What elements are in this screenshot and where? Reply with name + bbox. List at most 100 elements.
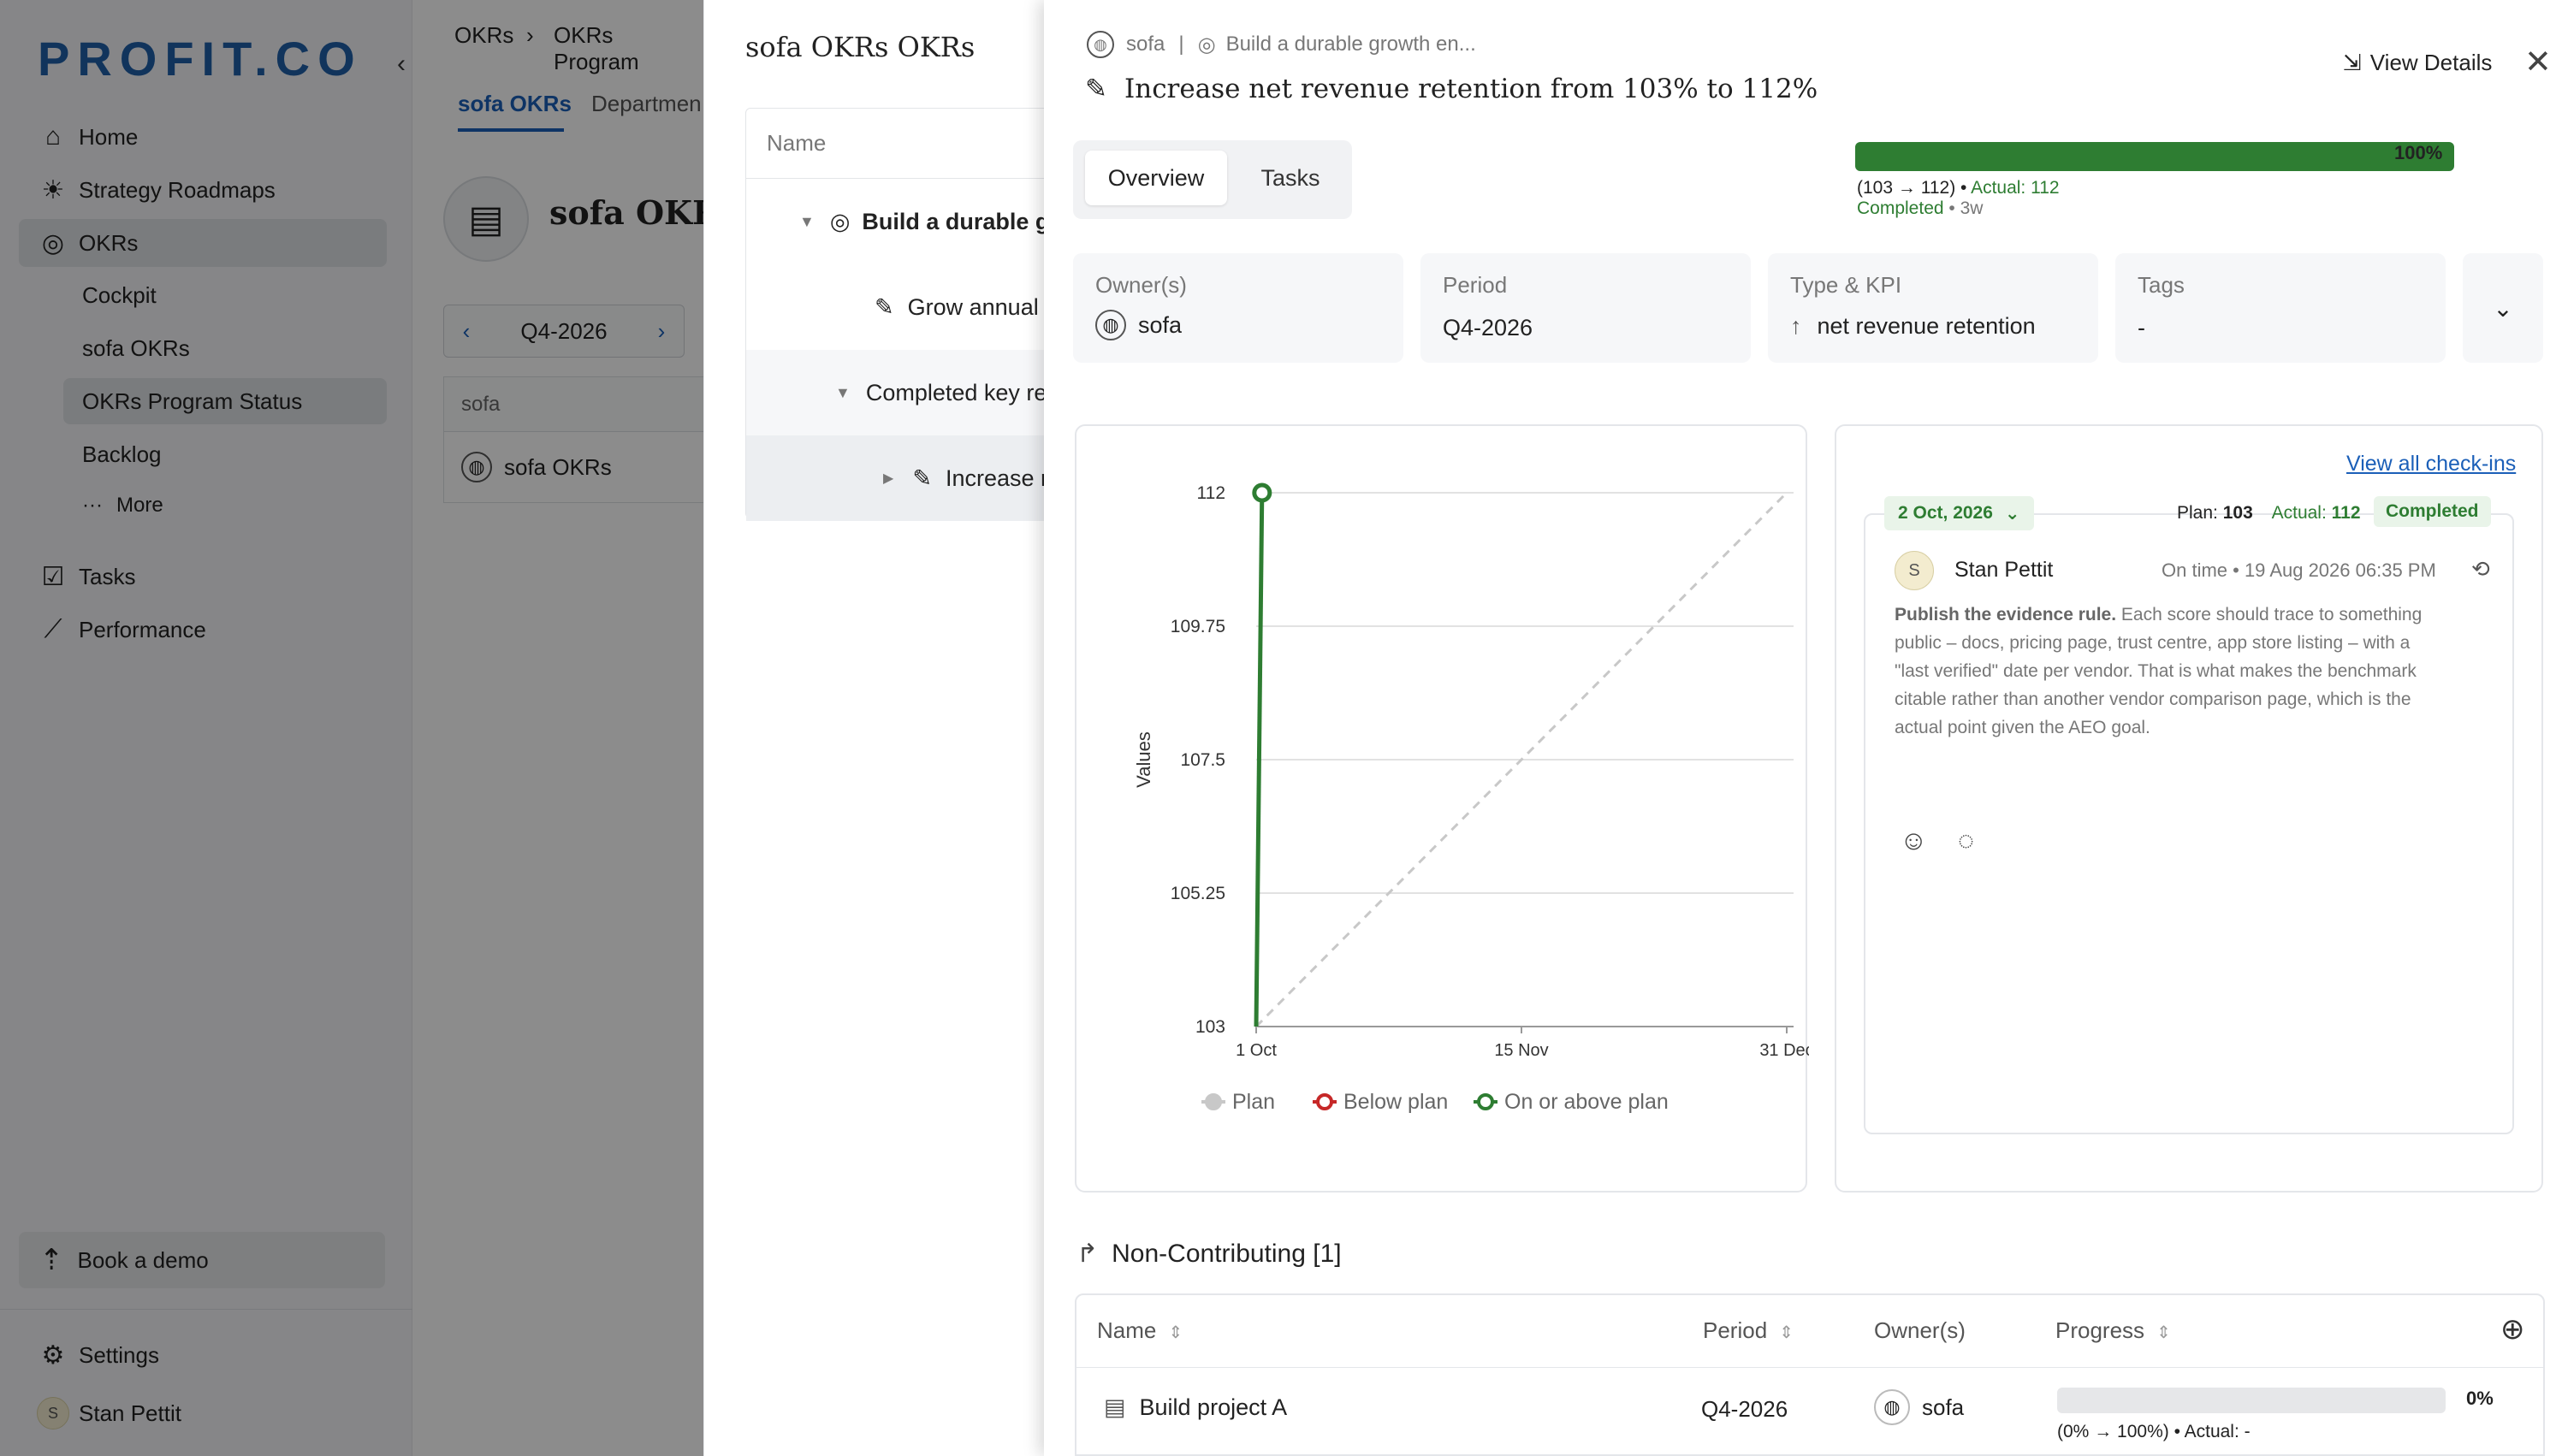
legend-plan-marker: [1205, 1093, 1222, 1110]
progress-fill: [1855, 142, 2454, 171]
progress-status-line: Completed • 3w: [1857, 198, 1984, 218]
sidebar-item-label: Tasks: [79, 563, 136, 589]
breadcrumb-program[interactable]: OKRs Program: [554, 22, 639, 74]
sidebar-sub-label: Backlog: [82, 441, 162, 467]
y-axis-label: Values: [1133, 731, 1154, 788]
sidebar-item-performance[interactable]: ⟋ Performance: [19, 606, 387, 654]
comment-icon[interactable]: ◌: [1958, 825, 1975, 855]
owner-name: sofa: [1138, 311, 1183, 338]
sort-icon: ⇕: [1779, 1323, 1794, 1342]
tree-row-group[interactable]: ▼ Completed key re: [746, 350, 1088, 435]
globe-icon: ◍: [1087, 31, 1114, 58]
plan-value: 103: [2222, 503, 2253, 523]
row-owner: ◍ sofa: [1874, 1389, 1964, 1425]
tab-sofa-okrs[interactable]: sofa OKRs: [458, 91, 572, 116]
close-icon[interactable]: ✕: [2524, 44, 2552, 80]
tab-departments[interactable]: Departmen: [591, 91, 702, 116]
sidebar-item-strategy-roadmaps[interactable]: ☀ Strategy Roadmaps: [19, 166, 387, 214]
tab-overview[interactable]: Overview: [1085, 151, 1227, 205]
sort-icon: ⇕: [2156, 1323, 2171, 1342]
breadcrumb-okrs[interactable]: OKRs: [454, 22, 514, 48]
caret-right-icon[interactable]: ▶: [883, 471, 894, 486]
user-name: Stan Pettit: [79, 1400, 181, 1426]
add-circle-icon[interactable]: ⊕: [2500, 1313, 2525, 1346]
sidebar-sub-okrs-program-status[interactable]: OKRs Program Status: [63, 378, 387, 424]
progress-age: 3w: [1960, 198, 1984, 218]
caret-down-icon[interactable]: ▼: [835, 383, 851, 401]
performance-icon: ⟋: [44, 615, 62, 643]
more-dots-icon: ···: [82, 494, 103, 517]
bulb-icon: ☀: [41, 175, 65, 204]
actual-point: [1252, 482, 1272, 503]
tree-row-label: Grow annual: [907, 293, 1039, 320]
col-progress[interactable]: Progress ⇕: [2055, 1317, 2171, 1344]
add-reaction-icon[interactable]: ☺: [1900, 825, 1928, 855]
tags-value: -: [2138, 315, 2145, 340]
non-contributing-title: Non-Contributing [1]: [1112, 1239, 1342, 1268]
view-details-button[interactable]: ⇲ View Details: [2343, 50, 2492, 76]
tab-tasks[interactable]: Tasks: [1260, 164, 1320, 191]
project-icon: ▤: [1104, 1394, 1126, 1420]
progress-percent: 100%: [2394, 142, 2443, 163]
book-demo-label: Book a demo: [77, 1246, 209, 1273]
sidebar-item-home[interactable]: ⌂ Home: [19, 113, 387, 161]
owner-row[interactable]: ◍ sofa OKRs: [443, 431, 717, 503]
target-icon: ◎: [829, 208, 851, 234]
arrow-up-icon: ↑: [1790, 313, 1802, 339]
col-progress-label: Progress: [2055, 1317, 2145, 1343]
sidebar-sub-sofa-okrs[interactable]: sofa OKRs: [63, 325, 387, 371]
book-demo-button[interactable]: ⇡ Book a demo: [19, 1232, 385, 1288]
caret-down-icon[interactable]: ▼: [799, 212, 815, 230]
status-badge: Completed: [2374, 496, 2491, 527]
row-range-from: 0%: [2063, 1422, 2090, 1441]
table-header: Name: [746, 109, 1088, 179]
tree-row-selected[interactable]: ▶ ✎ Increase net: [746, 435, 1088, 521]
tree-row-kr[interactable]: ✎ Grow annual: [746, 264, 1088, 350]
note-line: actual point given the AEO goal.: [1895, 718, 2150, 737]
view-all-checkins-link[interactable]: View all check-ins: [2346, 452, 2517, 476]
actual-value: 112: [2331, 503, 2361, 523]
drawer-title-text: Increase net revenue retention from 103%…: [1124, 74, 1818, 104]
note-line: Each score should trace to something: [2120, 605, 2423, 624]
row-range-to: 100%: [2117, 1422, 2163, 1441]
x-tick-label: 31 Dec: [1759, 1041, 1809, 1060]
checkin-card: [1864, 513, 2514, 1134]
expand-cards-icon[interactable]: ⌄: [2463, 253, 2543, 363]
sidebar-sub-cockpit[interactable]: Cockpit: [63, 272, 387, 318]
sidebar-sub-label: More: [116, 494, 163, 517]
sidebar-item-settings[interactable]: ⚙ Settings: [19, 1331, 387, 1379]
avatar: S: [1895, 551, 1934, 590]
col-name[interactable]: Name ⇕: [1097, 1317, 1183, 1344]
globe-icon: ◍: [461, 452, 492, 482]
owners-value[interactable]: ◍ sofa: [1095, 310, 1182, 340]
x-tick-label: 15 Nov: [1494, 1041, 1548, 1060]
plan-line: [1254, 491, 1788, 1028]
progress-chart: 103 105.25 107.5 109.75 112 1 Oct 15 Nov 31 Dec…: [1133, 482, 1814, 1114]
breadcrumb-objective[interactable]: Build a durable growth en...: [1225, 33, 1476, 56]
sidebar-user[interactable]: S Stan Pettit: [19, 1389, 387, 1437]
non-contributing-heading: ↱ Non-Contributing [1]: [1076, 1239, 1342, 1269]
sidebar-sub-backlog[interactable]: Backlog: [63, 431, 387, 477]
sidebar-item-okrs[interactable]: ◎ OKRs: [19, 219, 387, 267]
sidebar-sub-more[interactable]: ··· More: [63, 482, 387, 529]
modal-backdrop[interactable]: [0, 0, 703, 1456]
history-icon[interactable]: ⟲: [2471, 556, 2490, 582]
col-period[interactable]: Period ⇕: [1703, 1317, 1794, 1344]
sidebar-item-tasks[interactable]: ☑ Tasks: [19, 553, 387, 601]
avatar: S: [37, 1397, 69, 1429]
table-row[interactable]: ▤ Build project A Q4-2026 ◍ sofa 0% (0% …: [1076, 1369, 2543, 1456]
checkin-date-dropdown[interactable]: 2 Oct, 2026 ⌄: [1884, 496, 2034, 530]
breadcrumb-owner[interactable]: sofa: [1126, 33, 1165, 56]
logo: PROFIT.CO: [38, 32, 363, 86]
collapse-sidebar-icon[interactable]: ‹: [397, 50, 406, 78]
tree-row-label: Completed key re: [865, 379, 1047, 405]
sidebar-item-label: Settings: [79, 1341, 159, 1368]
okr-list-panel: sofa OKRs OKRs Name ▼ ◎ Build a durable …: [703, 0, 1088, 1456]
legend-on-or-above-plan-marker: [1477, 1093, 1494, 1110]
period-selector[interactable]: ‹ Q4-2026 ›: [443, 305, 685, 358]
tree-row-objective[interactable]: ▼ ◎ Build a durable g: [746, 179, 1088, 264]
non-contributing-icon: ↱: [1076, 1240, 1099, 1268]
sidebar: PROFIT.CO ‹ ⌂ Home ☀ Strategy Roadmaps ◎…: [0, 0, 412, 1456]
chevron-right-icon[interactable]: ›: [657, 317, 666, 344]
chevron-left-icon[interactable]: ‹: [462, 317, 471, 344]
